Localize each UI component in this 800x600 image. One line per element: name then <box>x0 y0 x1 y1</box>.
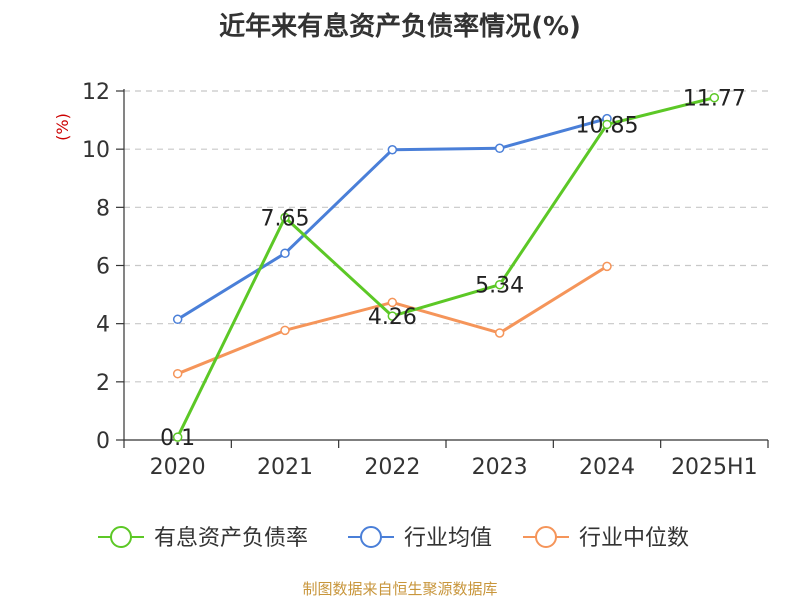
data-point <box>602 119 612 130</box>
data-source: 制图数据来自恒生聚源数据库 <box>302 580 498 598</box>
data-point <box>172 368 183 379</box>
x-tick-label: 2022 <box>364 455 420 480</box>
data-point <box>494 328 505 338</box>
y-tick-label: 12 <box>82 80 110 105</box>
x-tick-label: 2020 <box>150 455 206 480</box>
data-point <box>494 143 505 154</box>
legend-label: 有息资产负债率 <box>154 526 308 551</box>
data-point <box>280 248 290 259</box>
y-axis-label: (%) <box>53 113 72 141</box>
data-point <box>709 92 720 103</box>
legend-swatch-marker <box>110 526 132 548</box>
legend-label: 行业均值 <box>404 526 492 551</box>
data-point <box>602 261 612 272</box>
y-tick-label: 6 <box>96 255 110 280</box>
data-point <box>280 325 290 336</box>
y-tick-label: 8 <box>96 196 110 221</box>
legend-swatch-marker <box>535 526 557 548</box>
data-point <box>387 297 398 308</box>
x-tick-label: 2023 <box>472 455 528 480</box>
data-label: 7.65 <box>261 207 310 232</box>
data-point <box>387 144 398 155</box>
x-tick-label: 2021 <box>257 455 313 480</box>
y-tick-label: 2 <box>96 371 110 396</box>
grid-lines <box>124 90 768 383</box>
data-point <box>172 432 183 442</box>
legend-item: 行业均值 <box>348 526 492 551</box>
data-label: 10.85 <box>576 113 639 138</box>
axes: 0 2 4 6 8 10 12 (%) 2020 2021 2022 2023 2024 2025H1 <box>53 80 769 480</box>
legend: 有息资产负债率 行业均值 行业中位数 <box>98 526 689 551</box>
y-tick-label: 10 <box>82 138 110 163</box>
y-tick-label: 4 <box>96 313 110 338</box>
data-point <box>494 279 505 290</box>
series-group <box>172 92 720 442</box>
legend-item: 有息资产负债率 <box>98 526 308 551</box>
x-tick-label: 2025H1 <box>671 455 758 480</box>
data-label: 0.1 <box>160 426 195 451</box>
data-labels: 0.1 7.65 4.26 5.34 10.85 11.77 <box>160 87 746 451</box>
data-point <box>280 212 290 223</box>
legend-label: 行业中位数 <box>579 526 689 551</box>
series-line <box>176 96 715 438</box>
legend-swatch-marker <box>360 526 382 548</box>
data-label: 5.34 <box>475 274 524 299</box>
x-tick-label: 2024 <box>579 455 635 480</box>
data-point <box>387 311 398 321</box>
y-tick-label: 0 <box>96 429 110 454</box>
data-label: 4.26 <box>368 305 417 330</box>
legend-item: 行业中位数 <box>523 526 689 551</box>
data-label: 11.77 <box>683 87 746 112</box>
data-point <box>172 314 183 325</box>
chart-title: 近年来有息资产负债率情况(%) <box>219 12 581 42</box>
